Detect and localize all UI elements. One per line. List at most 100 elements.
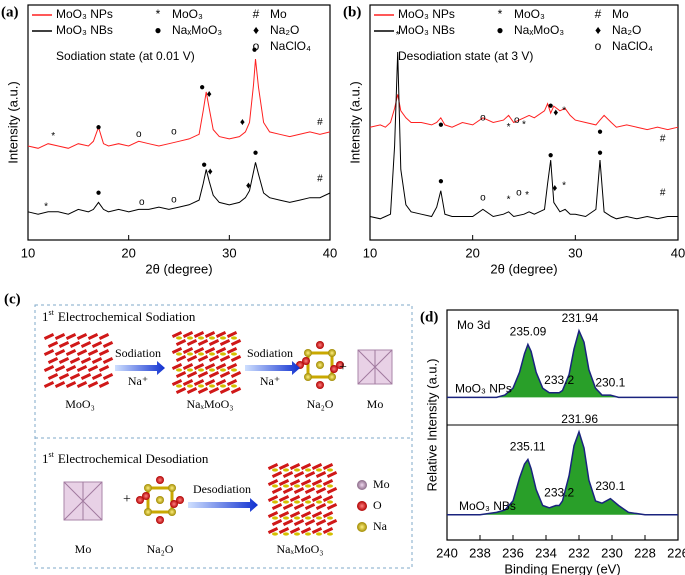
octahedron: [186, 355, 198, 362]
na-atom: [328, 373, 336, 381]
legend-atom: [357, 522, 367, 532]
plus: +: [123, 492, 131, 507]
x-axis-label: Binding Energy (eV): [504, 561, 620, 575]
octahedron: [271, 487, 283, 494]
na-atom: [272, 500, 278, 504]
na-atom: [328, 349, 336, 357]
octahedron: [76, 333, 88, 340]
octahedron: [271, 471, 283, 478]
octahedron: [219, 371, 231, 378]
na-atom: [283, 484, 289, 488]
legend-symbol: o: [595, 39, 602, 53]
na-atom: [316, 516, 322, 520]
legend-label: NaₓMoO₃: [172, 23, 222, 37]
species-label: NaₓMoO₃: [187, 397, 234, 411]
octahedron: [69, 357, 81, 364]
octahedron: [278, 511, 290, 518]
diagram-box: [34, 304, 413, 569]
octahedron: [186, 371, 198, 378]
octahedron: [98, 333, 110, 340]
na-atom: [294, 500, 300, 504]
na-atom: [327, 484, 333, 488]
species-label: NaₓMoO₃: [277, 542, 324, 556]
octahedron: [226, 331, 238, 338]
peak-marker: #: [317, 117, 323, 128]
octahedron: [87, 381, 99, 388]
octahedron: [267, 511, 279, 518]
annotation: Desodiation state (at 3 V): [398, 49, 533, 63]
section-heading: 1st Electrochemical Desodiation: [42, 450, 209, 466]
octahedron: [54, 349, 66, 356]
na-atom: [327, 532, 333, 536]
x-tick-label: 20: [465, 245, 479, 260]
x-tick-label: 10: [21, 245, 35, 260]
na-atom: [198, 352, 204, 356]
arrow: [188, 498, 258, 512]
na-atom: [220, 336, 226, 340]
octahedron: [43, 349, 55, 356]
octahedron: [326, 471, 338, 478]
octahedron: [267, 527, 279, 534]
octahedron: [271, 519, 283, 526]
x-tick-label: 20: [121, 245, 135, 260]
octahedron: [76, 365, 88, 372]
octahedron: [230, 355, 242, 362]
legend-label: MoO₃: [172, 7, 203, 21]
x-axis-label: 2θ (degree): [145, 261, 212, 276]
na-atom: [209, 368, 215, 372]
octahedron: [182, 347, 194, 354]
step-label: Sodiation: [247, 346, 293, 360]
octahedron: [171, 379, 183, 386]
ordinal: 1: [42, 451, 49, 466]
series-label: MoO₃ NBs: [459, 499, 516, 513]
peak-marker: ●: [95, 122, 101, 133]
octahedron: [315, 519, 327, 526]
octahedron: [87, 349, 99, 356]
ordinal-suffix: st: [49, 308, 55, 317]
peak-marker: o: [480, 192, 486, 203]
na-atom: [187, 384, 193, 388]
o-atom: [156, 516, 164, 524]
peak-marker: *: [396, 30, 400, 41]
na-atom: [231, 336, 237, 340]
octahedron: [182, 331, 194, 338]
octahedron: [204, 379, 216, 386]
peak-label: 231.96: [561, 412, 598, 426]
octahedron: [293, 519, 305, 526]
octahedron: [43, 381, 55, 388]
octahedron: [58, 357, 70, 364]
legend-label: NaClO₄: [612, 39, 653, 53]
peak-marker: ♦: [207, 89, 212, 100]
octahedron: [182, 363, 194, 370]
octahedron: [193, 331, 205, 338]
legend-label: Na₂O: [270, 23, 299, 37]
octahedron: [300, 527, 312, 534]
octahedron: [54, 333, 66, 340]
octahedron: [204, 363, 216, 370]
cluster-cage: [306, 351, 334, 379]
species-label: Na₂O: [147, 542, 174, 556]
octahedron: [230, 371, 242, 378]
na-atom: [176, 384, 182, 388]
peak-marker: ●: [438, 119, 444, 130]
octahedron: [197, 371, 209, 378]
na-atom: [198, 336, 204, 340]
x-tick-label: 238: [469, 545, 491, 560]
x-tick-label: 228: [634, 545, 656, 560]
o-atom: [156, 476, 164, 484]
octahedron: [289, 479, 301, 486]
legend-symbol: *: [156, 7, 161, 21]
na-atom: [156, 496, 164, 504]
octahedron: [208, 371, 220, 378]
octahedron: [300, 463, 312, 470]
na-atom: [305, 532, 311, 536]
octahedron: [204, 347, 216, 354]
octahedron: [230, 339, 242, 346]
octahedron: [102, 373, 114, 380]
na-atom: [220, 384, 226, 388]
octahedron: [226, 379, 238, 386]
na-atom: [176, 352, 182, 356]
na-atom: [209, 384, 215, 388]
na-atom: [272, 484, 278, 488]
o-atom: [136, 496, 144, 504]
